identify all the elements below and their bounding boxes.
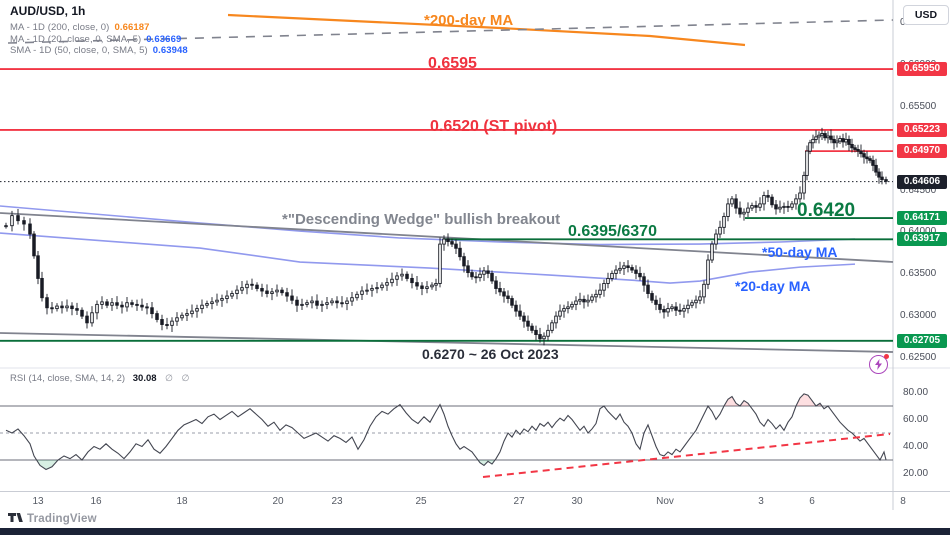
date-axis-label[interactable]: 16	[90, 496, 102, 507]
price-badge-green: 0.62705	[897, 333, 947, 348]
notification-dot	[884, 354, 889, 359]
indicator-legend-row[interactable]: MA - 1D (200, close, 0) 0.66187	[10, 22, 188, 34]
currency-unit-button[interactable]: USD	[903, 5, 949, 25]
indicator-value: 0.66187	[114, 22, 150, 33]
date-axis-label[interactable]: 23	[331, 496, 343, 507]
date-axis-label[interactable]: 8	[900, 496, 906, 507]
annotation-50day-ma: *50-day MA	[762, 244, 838, 260]
indicator-label: MA - 1D (20, close, 0, SMA, 5)	[10, 33, 142, 45]
rsi-value: 30.08	[132, 373, 157, 384]
legend: AUD/USD, 1h MA - 1D (200, close, 0) 0.661…	[10, 4, 188, 57]
price-badge-red: 0.65950	[897, 62, 947, 77]
price-badge-green: 0.63917	[897, 232, 947, 247]
price-badge-green: 0.64171	[897, 211, 947, 226]
rsi-axis-label: 20.00	[903, 467, 929, 479]
price-axis-label: 0.64500	[900, 184, 937, 196]
date-axis-label[interactable]: 20	[272, 496, 284, 507]
annotation-descending-wedge: *"Descending Wedge" bullish breakout	[282, 211, 561, 228]
price-axis-label: 0.63000	[900, 310, 937, 322]
bottom-page-bar	[0, 528, 950, 535]
annotation-level-6520-pivot: 0.6520 (ST pivot)	[430, 118, 558, 135]
annotation-20day-ma: *20-day MA	[735, 278, 811, 294]
indicator-value: 0.63669	[146, 33, 182, 45]
date-axis-label[interactable]: Nov	[656, 496, 674, 507]
lightning-bolt-icon	[875, 359, 882, 370]
price-axis-label: 0.63500	[900, 268, 937, 280]
date-axis-label[interactable]: 3	[758, 496, 764, 507]
rsi-legend[interactable]: RSI (14, close, SMA, 14, 2) 30.08 ∅ ∅	[10, 373, 190, 384]
hide-icon[interactable]: ∅	[165, 373, 174, 383]
rsi-legend-label: RSI (14, close, SMA, 14, 2)	[10, 373, 126, 384]
date-axis-label[interactable]: 25	[415, 496, 427, 507]
symbol-title: AUD/USD, 1h	[10, 4, 86, 18]
indicator-label: SMA - 1D (50, close, 0, SMA, 5)	[10, 45, 148, 56]
price-axis-label: 0.64000	[900, 226, 948, 237]
price-badge-red: 0.64970	[897, 144, 947, 159]
flash-marker-icon[interactable]	[869, 354, 889, 374]
price-badge-black: 0.64606	[897, 174, 947, 189]
tradingview-logo[interactable]: TradingView	[8, 513, 97, 525]
price-axis-label: 0.62500	[900, 352, 937, 363]
rsi-axis-label: 60.00	[903, 413, 929, 425]
date-axis-label[interactable]: 18	[176, 496, 188, 507]
price-axis-label: 0.65500	[900, 100, 937, 112]
annotation-level-6595: 0.6595	[428, 55, 477, 72]
annotation-level-6420: 0.6420	[797, 200, 856, 221]
indicator-legend-row[interactable]: SMA - 1D (50, close, 0, SMA, 5) 0.63948	[10, 45, 188, 57]
date-axis-label[interactable]: 30	[571, 496, 583, 507]
date-axis-label[interactable]: 27	[513, 496, 525, 507]
tradingview-wordmark: TradingView	[27, 513, 97, 525]
annotation-low-26oct: 0.6270 ~ 26 Oct 2023	[422, 346, 559, 362]
indicator-label: MA - 1D (200, close, 0)	[10, 22, 110, 33]
more-options-icon[interactable]: ∅	[181, 373, 190, 383]
indicator-value: 0.63948	[152, 45, 188, 56]
annotation-200day-ma: *200-day MA	[424, 12, 514, 29]
rsi-axis-label: 80.00	[903, 386, 929, 398]
tradingview-mark-icon	[8, 513, 23, 522]
rsi-axis-label: 40.00	[903, 440, 929, 452]
indicator-legend-row[interactable]: MA - 1D (20, close, 0, SMA, 5) 0.63669	[10, 34, 188, 46]
date-axis-label[interactable]: 6	[809, 496, 815, 507]
annotation-level-6395-6370: 0.6395/6370	[568, 223, 657, 240]
price-badge-red: 0.65223	[897, 122, 947, 137]
date-axis-label[interactable]: 13	[32, 496, 44, 507]
